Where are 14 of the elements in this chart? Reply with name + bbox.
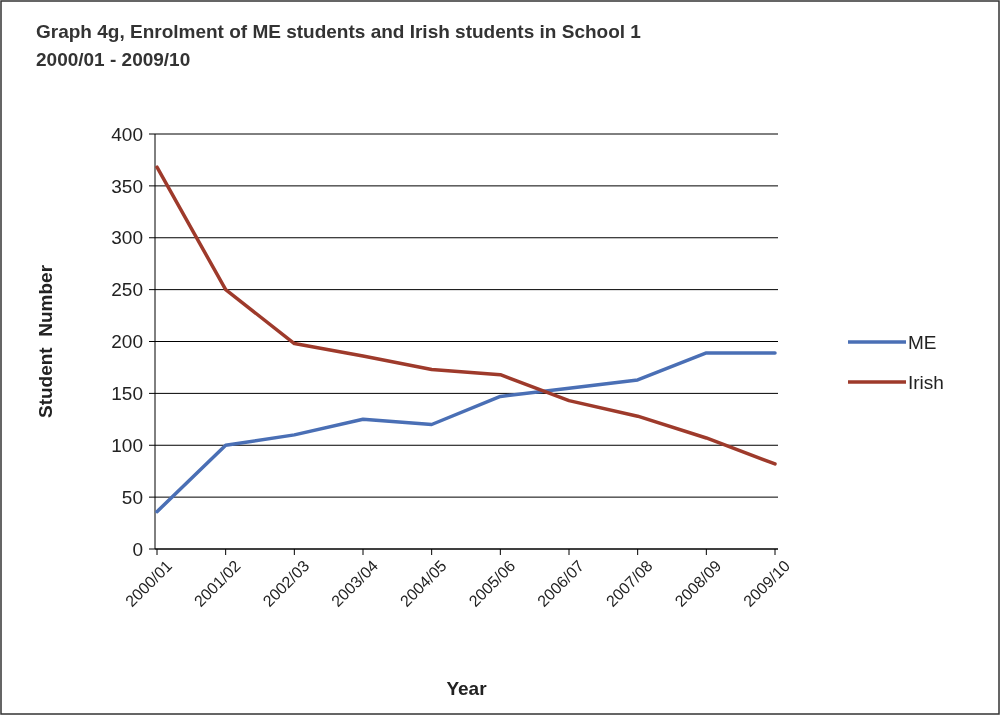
y-tick-label: 100 <box>111 434 143 456</box>
y-tick-label: 250 <box>111 279 143 301</box>
y-tick-label: 0 <box>132 538 143 560</box>
y-tick-label: 300 <box>111 227 143 249</box>
y-axis-title: Student Number <box>35 264 56 419</box>
legend-label: Irish <box>908 371 944 393</box>
y-tick-label: 350 <box>111 175 143 197</box>
x-axis-title: Year <box>446 678 488 699</box>
y-tick-label: 200 <box>111 331 143 353</box>
legend-label: ME <box>908 331 937 353</box>
y-tick-label: 50 <box>121 486 143 508</box>
chart-title: Graph 4g, Enrolment of ME students and Irish students in School 1 2000/01 - 2009/10 <box>36 21 642 70</box>
y-tick-label: 150 <box>111 383 143 405</box>
y-tick-label: 400 <box>111 123 143 145</box>
